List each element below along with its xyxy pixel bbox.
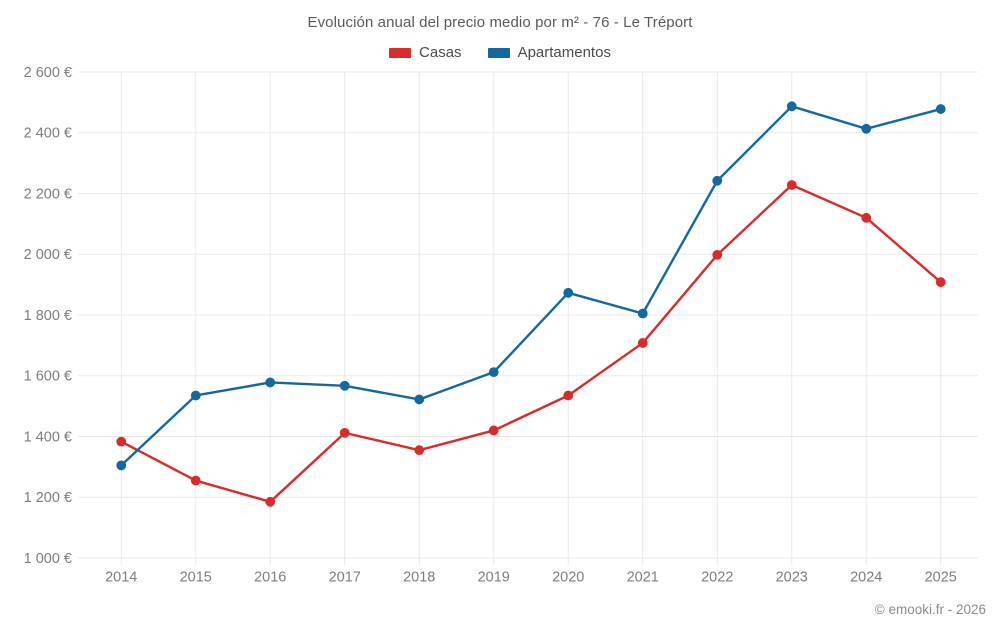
xtick-label: 2014	[105, 570, 137, 586]
xtick-label: 2020	[552, 570, 584, 586]
xtick-label: 2017	[329, 570, 361, 586]
data-point[interactable]	[637, 308, 648, 319]
legend-swatch-casas	[389, 47, 412, 58]
data-point[interactable]	[265, 377, 276, 388]
ytick-label: 2 000 €	[24, 247, 72, 263]
xtick-label: 2018	[403, 570, 435, 586]
data-point[interactable]	[488, 367, 499, 378]
xtick-label: 2024	[850, 570, 882, 586]
xtick-label: 2021	[627, 570, 659, 586]
series-line	[120, 183, 942, 504]
ytick-label: 1 800 €	[24, 308, 72, 324]
xtick-label: 2022	[701, 570, 733, 586]
ytick-label: 2 200 €	[24, 186, 72, 202]
data-point[interactable]	[116, 436, 127, 447]
ytick-label: 1 200 €	[24, 490, 72, 506]
credit-text: © emooki.fr - 2026	[874, 602, 986, 617]
data-point[interactable]	[190, 475, 201, 486]
data-point[interactable]	[563, 390, 574, 401]
ytick-label: 1 000 €	[24, 551, 72, 567]
xtick-label: 2025	[925, 570, 957, 586]
chart-legend: Casas Apartamentos	[0, 44, 1000, 61]
grid-lines: 1 000 € 1 200 € 1 400 € 1 600 € 1 800 € 2 000…	[24, 65, 978, 586]
data-point[interactable]	[339, 380, 350, 391]
xtick-label: 2023	[776, 570, 808, 586]
data-point[interactable]	[786, 101, 797, 112]
data-point[interactable]	[935, 104, 946, 114]
data-point[interactable]	[563, 287, 574, 298]
legend-entry-apartamentos[interactable]: Apartamentos	[487, 44, 611, 61]
data-point[interactable]	[116, 460, 127, 471]
xtick-label: 2015	[180, 570, 212, 586]
data-point[interactable]	[861, 123, 872, 134]
xtick-label: 2019	[478, 570, 510, 586]
data-point[interactable]	[637, 338, 648, 348]
data-point[interactable]	[190, 390, 201, 401]
legend-entry-casas[interactable]: Casas	[389, 44, 462, 61]
chart-title: Evolución anual del precio medio por m² …	[307, 14, 693, 31]
legend-label-apartamentos: Apartamentos	[517, 44, 611, 61]
ytick-label: 1 600 €	[24, 369, 72, 385]
data-point[interactable]	[712, 249, 723, 260]
series-casas	[116, 180, 946, 507]
ytick-label: 1 400 €	[24, 429, 72, 445]
series-apartamentos	[116, 101, 946, 471]
data-point[interactable]	[488, 425, 499, 436]
legend-label-casas: Casas	[419, 44, 462, 61]
data-point[interactable]	[786, 180, 797, 190]
data-point[interactable]	[861, 212, 872, 223]
data-point[interactable]	[935, 277, 946, 288]
legend-swatch-apartamentos	[487, 47, 510, 58]
xtick-label: 2016	[254, 570, 286, 586]
data-point[interactable]	[712, 175, 723, 186]
series-line	[120, 105, 942, 467]
data-point[interactable]	[414, 394, 425, 405]
ytick-label: 2 600 €	[24, 65, 72, 81]
data-point[interactable]	[265, 496, 276, 507]
data-point[interactable]	[414, 445, 425, 456]
ytick-label: 2 400 €	[24, 126, 72, 142]
data-point[interactable]	[339, 427, 350, 438]
